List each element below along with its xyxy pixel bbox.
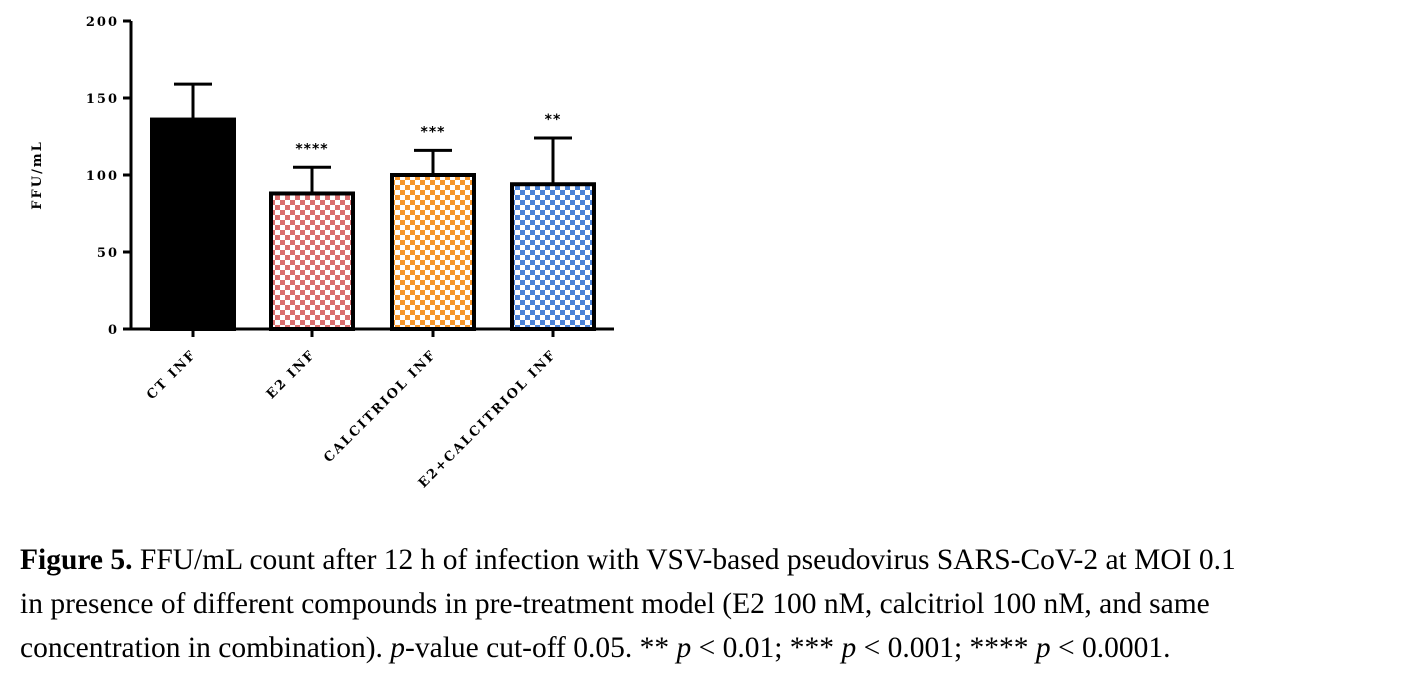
y-axis-label: FFU/mL [30, 140, 45, 209]
caption-text-3b: -value cut-off 0.05. ** [405, 632, 677, 664]
caption-p-italic: p [841, 632, 857, 664]
caption-p-italic: p [676, 632, 692, 664]
x-tick-label: E2+CALCITRIOL INF [416, 347, 560, 491]
y-tick-label: 100 [86, 169, 119, 184]
caption-text-1: FFU/mL count after 12 h of infection wit… [139, 544, 1236, 576]
bar-1 [150, 117, 236, 331]
caption-line-3: concentration in combination). p-value c… [20, 626, 1420, 670]
caption-text-3e: < 0.0001. [1050, 632, 1171, 664]
bars [150, 82, 596, 331]
bar-chart: 0 50 100 150 200 FFU/mL CT INF **** E2 INF *** CAL… [30, 15, 614, 491]
caption-line-1: Figure 5. FFU/mL count after 12 h of inf… [20, 538, 1420, 582]
bar-3 [390, 173, 476, 331]
caption-text-3d: < 0.001; **** [856, 632, 1036, 664]
caption-text-3c: < 0.01; *** [691, 632, 842, 664]
bar-2 [269, 191, 355, 331]
x-tick-label: CT INF [144, 347, 200, 403]
x-tick-label: E2 INF [264, 347, 319, 402]
caption-line-2: in presence of different compounds in pr… [20, 588, 1210, 620]
y-tick-label: 150 [86, 92, 119, 107]
caption-text-3a: concentration in combination). [20, 632, 391, 664]
bar-4 [510, 182, 596, 331]
caption-p-italic: p [1035, 632, 1051, 664]
significance-label: *** [421, 124, 446, 140]
y-tick-label: 0 [108, 323, 119, 338]
y-tick-label: 200 [86, 15, 119, 30]
significance-label: ** [545, 112, 562, 128]
caption-p-italic: p [390, 632, 406, 664]
x-tick-label: CALCITRIOL INF [321, 347, 440, 466]
caption-label: Figure 5. [20, 544, 133, 576]
significance-label: **** [295, 141, 328, 157]
y-tick-label: 50 [97, 246, 119, 261]
figure-caption: Figure 5. FFU/mL count after 12 h of inf… [20, 538, 1420, 670]
